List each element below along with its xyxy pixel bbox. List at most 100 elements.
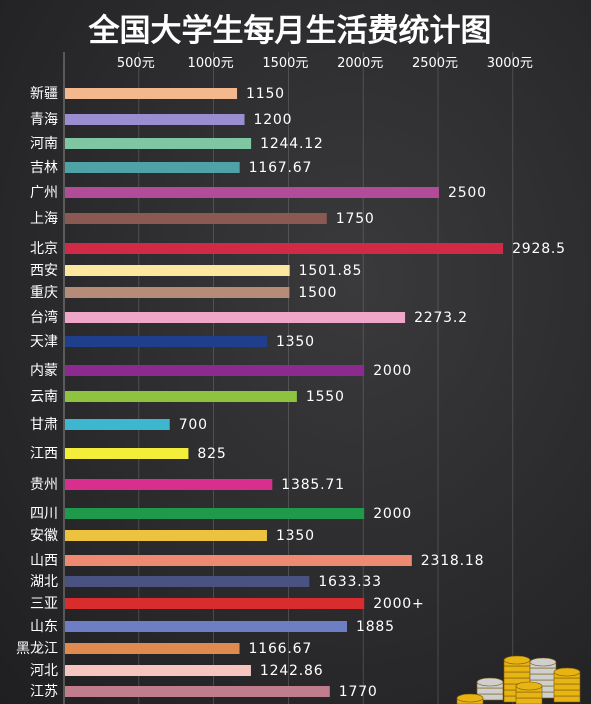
bar-row: 吉林 1167.67 <box>30 160 312 176</box>
value-label: 1500 <box>298 285 337 301</box>
category-label: 台湾 <box>30 309 58 326</box>
bar <box>65 419 170 430</box>
category-label: 甘肃 <box>30 417 58 433</box>
category-label: 黑龙江 <box>16 641 58 657</box>
x-axis-ticks: 500元 1000元 1500元 2000元 2500元 3000元 <box>117 56 533 71</box>
bar <box>65 162 240 173</box>
bar-row: 黑龙江 1166.67 <box>16 641 312 657</box>
value-label: 1770 <box>339 684 378 700</box>
bar-row: 安徽 1350 <box>30 528 315 544</box>
category-label: 新疆 <box>30 86 58 102</box>
value-label: 2000 <box>373 363 412 379</box>
coin <box>515 697 543 704</box>
x-tick-label: 1500元 <box>262 56 308 71</box>
bar-row: 湖北 1633.33 <box>30 574 382 590</box>
value-label: 1150 <box>246 86 285 102</box>
bar-row: 江西 825 <box>30 446 226 462</box>
bar <box>65 88 238 99</box>
bar-row: 西安 1501.85 <box>30 263 363 279</box>
bar-row: 甘肃 700 <box>30 417 208 433</box>
value-label: 1385.71 <box>281 477 345 493</box>
value-label: 2000 <box>373 506 412 522</box>
category-label: 上海 <box>30 211 58 227</box>
category-label: 云南 <box>30 389 58 405</box>
bar-row: 河南 1244.12 <box>30 136 323 152</box>
gridlines <box>63 52 514 704</box>
coin-top <box>515 681 543 691</box>
bar-row: 内蒙 2000 <box>30 363 412 379</box>
coin <box>503 665 531 673</box>
x-tick-label: 1000元 <box>188 56 234 71</box>
x-tick-label: 3000元 <box>487 56 533 71</box>
category-label: 河北 <box>30 663 58 679</box>
category-label: 山西 <box>30 553 58 569</box>
bar-row: 山东 1885 <box>30 619 395 635</box>
coin <box>515 691 543 699</box>
bar-row: 重庆 1500 <box>30 285 337 301</box>
coin-top <box>476 677 504 687</box>
category-label: 江苏 <box>30 684 58 700</box>
coin <box>529 667 557 675</box>
bar-row: 上海 1750 <box>30 211 374 227</box>
category-label: 江西 <box>30 446 58 462</box>
value-label: 1501.85 <box>299 263 363 279</box>
bar-row: 青海 1200 <box>30 112 292 128</box>
coin <box>476 687 504 695</box>
value-label: 1242.86 <box>260 663 324 679</box>
category-label: 四川 <box>30 506 58 522</box>
category-label: 北京 <box>30 241 58 257</box>
bar-row: 广州 2500 <box>30 185 487 201</box>
category-label: 广州 <box>30 185 58 201</box>
bar <box>65 365 365 376</box>
category-label: 安徽 <box>30 528 58 544</box>
bar <box>65 555 412 566</box>
value-label: 1550 <box>306 389 345 405</box>
coin <box>553 695 581 703</box>
value-label: 1350 <box>276 528 315 544</box>
bar-row: 四川 2000 <box>30 506 412 522</box>
coin <box>503 671 531 679</box>
bar-row: 三亚 2000+ <box>30 596 424 612</box>
coin-stack-icon <box>456 655 581 704</box>
bar-row: 贵州 1385.71 <box>30 477 345 493</box>
bars: 新疆 1150 青海 1200 河南 1244.12 吉林 1167.67 广州 2500 上海 17… <box>16 86 565 700</box>
value-label: 700 <box>179 417 208 433</box>
value-label: 2000+ <box>373 596 424 612</box>
bar-row: 天津 1350 <box>30 334 315 350</box>
bar <box>65 686 330 697</box>
bar <box>65 598 365 609</box>
coin-top <box>553 667 581 677</box>
value-label: 1167.67 <box>249 160 312 176</box>
coin-top <box>529 657 557 667</box>
coin <box>529 673 557 681</box>
bar <box>65 576 310 587</box>
bar <box>65 336 267 347</box>
category-label: 内蒙 <box>30 363 58 379</box>
bar-row: 云南 1550 <box>30 389 345 405</box>
value-label: 2500 <box>448 185 487 201</box>
value-label: 1633.33 <box>318 574 382 590</box>
bar <box>65 391 297 402</box>
bar-row: 台湾 2273.2 <box>30 309 468 326</box>
category-label: 重庆 <box>30 285 58 301</box>
category-label: 三亚 <box>30 596 58 612</box>
value-label: 1885 <box>356 619 395 635</box>
category-label: 吉林 <box>30 160 58 176</box>
value-label: 1200 <box>254 112 293 128</box>
bar <box>65 265 290 276</box>
bar-row: 山西 2318.18 <box>30 553 485 569</box>
value-label: 2318.18 <box>421 553 485 569</box>
coin <box>553 689 581 697</box>
bar <box>65 243 504 254</box>
value-label: 2273.2 <box>414 310 468 326</box>
bar <box>65 138 252 149</box>
value-label: 1350 <box>276 334 315 350</box>
bar <box>65 114 245 125</box>
chart-title: 全国大学生每月生活费统计图 <box>88 13 492 49</box>
x-tick-label: 2500元 <box>412 56 458 71</box>
bar-row: 北京 2928.5 <box>30 241 565 257</box>
bar <box>65 621 347 632</box>
x-tick-label: 2000元 <box>337 56 383 71</box>
value-label: 1166.67 <box>249 641 312 657</box>
